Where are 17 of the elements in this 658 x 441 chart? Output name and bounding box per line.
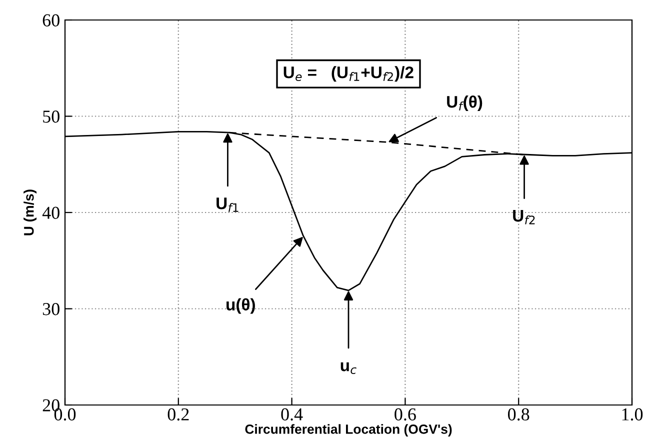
annotation: U$_{f}$(θ) [447,96,482,112]
annotation: U$_{e}$ = (U$_{f1}$+U$_{f2}$)/2 [284,66,414,82]
annotation: U$_{f2}$ [513,210,535,224]
x-tick-label: 1.0 [622,408,643,421]
y-tick-label: 30 [42,303,60,316]
x-tick-label: 0.6 [394,408,416,421]
annotation: u(θ) [226,298,255,314]
x-tick-label: 0.4 [281,408,303,421]
y-axis-title: U (m/s) [24,190,37,236]
annotation: u$_{c}$ [340,362,356,374]
y-tick-label: 60 [42,14,60,26]
x-tick-label: 0.2 [168,408,189,421]
x-tick-label: 0.8 [508,408,530,421]
y-tick-label: 40 [42,206,60,219]
annotation: U$_{f1}$ [216,198,238,212]
x-axis-title: Circumferential Location (OGV's) [245,424,452,436]
y-tick-label: 50 [43,110,60,123]
